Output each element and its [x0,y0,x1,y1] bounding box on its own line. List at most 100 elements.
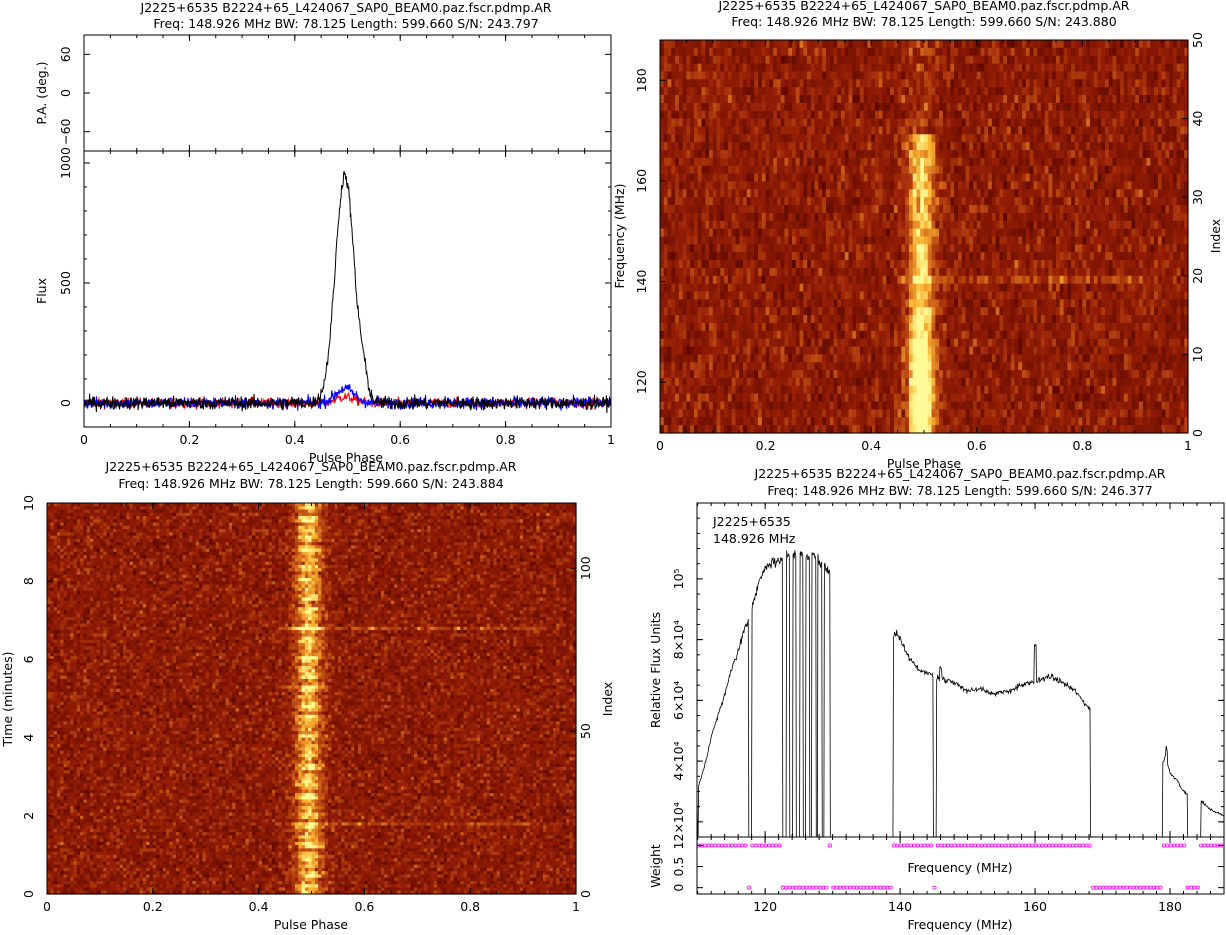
heat-cell [1059,142,1065,151]
heat-cell [1097,87,1102,96]
heat-cell [1172,63,1178,73]
heat-cell [746,197,752,206]
heat-cell [1018,299,1023,308]
heat-cell [1089,55,1095,65]
heat-cell [735,189,740,198]
heat-cell [1165,228,1170,238]
heat-cell [1169,181,1174,190]
heat-cell [818,110,823,120]
heat-cell [1161,55,1166,65]
heat-cell [731,260,737,269]
heat-cell [754,118,759,128]
heat-cell [1131,71,1136,80]
heat-cell [852,165,857,175]
heat-cell [690,63,695,73]
heat-cell [1044,205,1050,214]
heat-cell [1135,142,1140,151]
heat-cell [712,220,718,230]
heat-cell [1089,47,1095,57]
heat-cell [776,157,782,167]
heat-cell [935,118,940,128]
heat-cell [882,40,887,49]
heat-cell [833,126,838,135]
heat-cell [863,189,869,198]
heat-cell [784,260,789,269]
heat-cell [735,244,740,253]
heat-cell [954,205,959,214]
heat-cell [792,212,797,222]
heat-cell [1172,134,1178,143]
heat-cell [867,181,872,190]
heat-cell [1154,110,1159,120]
heat-cell [1040,244,1046,253]
heat-cell [1101,275,1106,285]
profile-title: J2225+6535 B2224+65_L424067_SAP0_BEAM0.p… [140,0,552,15]
heat-cell [1105,299,1110,308]
heat-cell [1029,142,1034,151]
heat-cell [1138,47,1144,57]
heat-cell [950,95,955,104]
heat-cell [1003,267,1008,277]
heat-cell [1056,47,1061,57]
heat-cell [705,142,710,151]
heat-cell [950,220,955,230]
heat-cell [1176,236,1182,245]
heat-cell [750,71,755,80]
heat-cell [1089,228,1095,238]
heat-cell [833,244,838,253]
heat-cell [682,189,687,198]
heat-cell [1010,228,1016,238]
heat-cell [1044,55,1050,65]
heat-cell [844,165,850,175]
heat-cell [939,189,944,198]
heat-cell [814,220,819,230]
heat-cell [1135,189,1140,198]
heat-cell [946,244,951,253]
heat-cell [837,252,842,261]
heat-cell [942,87,948,96]
heat-cell [1123,267,1129,277]
heat-cell [1067,283,1072,293]
heat-cell [980,134,985,143]
heat-cell [901,197,906,206]
heat-cell [1071,212,1076,222]
heat-cell [890,55,895,65]
heat-cell [1003,134,1008,143]
heat-cell [678,126,684,135]
heat-cell [709,212,714,222]
heat-cell [1157,47,1163,57]
heat-cell [1033,260,1038,269]
heat-cell [1067,87,1072,96]
heat-cell [810,55,816,65]
heat-cell [1056,173,1061,183]
heat-cell [814,157,819,167]
heat-cell [773,165,778,175]
heat-cell [1116,220,1121,230]
heat-cell [712,157,718,167]
heat-cell [893,244,899,253]
heat-cell [1180,63,1185,73]
heat-cell [1154,63,1159,73]
heat-cell [1097,95,1102,104]
heat-cell [697,134,703,143]
heat-cell [705,79,710,88]
heat-cell [761,87,767,96]
heat-cell [1138,134,1144,143]
heat-cell [957,71,963,80]
heat-cell [1089,79,1095,88]
heat-cell [1127,205,1133,214]
heat-cell [871,157,876,167]
heat-cell [1025,291,1031,300]
heat-cell [807,95,812,104]
heat-cell [1014,275,1019,285]
heat-cell [735,181,740,190]
heat-cell [973,252,978,261]
heat-cell [924,189,929,198]
heat-cell [908,150,914,159]
heat-cell [1089,102,1095,112]
heat-cell [999,126,1004,135]
heat-cell [1025,150,1031,159]
heat-cell [667,283,672,293]
heat-cell [814,40,819,49]
